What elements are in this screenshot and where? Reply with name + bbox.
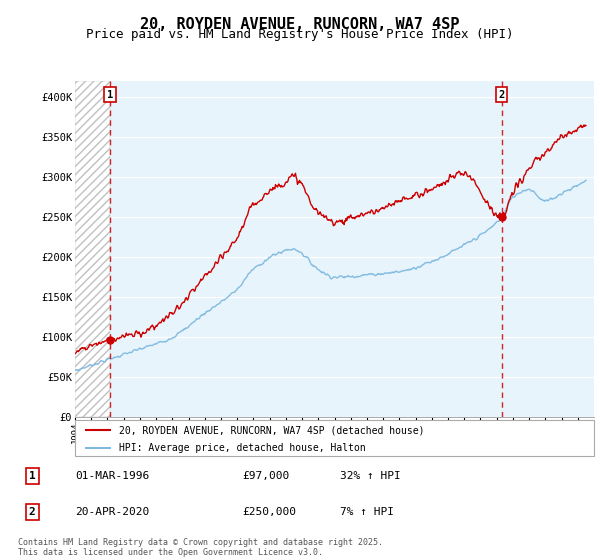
Text: 20, ROYDEN AVENUE, RUNCORN, WA7 4SP: 20, ROYDEN AVENUE, RUNCORN, WA7 4SP [140,17,460,32]
Text: 2: 2 [29,507,35,517]
Text: £250,000: £250,000 [242,507,296,517]
Text: 1: 1 [29,471,35,481]
Text: Contains HM Land Registry data © Crown copyright and database right 2025.
This d: Contains HM Land Registry data © Crown c… [18,538,383,557]
Bar [75,81,110,417]
Text: 1: 1 [107,90,113,100]
FancyBboxPatch shape [75,420,594,456]
Text: Price paid vs. HM Land Registry's House Price Index (HPI): Price paid vs. HM Land Registry's House … [86,28,514,41]
Text: 2: 2 [499,90,505,100]
Text: 20, ROYDEN AVENUE, RUNCORN, WA7 4SP (detached house): 20, ROYDEN AVENUE, RUNCORN, WA7 4SP (det… [119,425,425,435]
Text: 7% ↑ HPI: 7% ↑ HPI [340,507,394,517]
Text: 20-APR-2020: 20-APR-2020 [76,507,149,517]
Text: 32% ↑ HPI: 32% ↑ HPI [340,471,401,481]
Text: HPI: Average price, detached house, Halton: HPI: Average price, detached house, Halt… [119,444,366,454]
Text: £97,000: £97,000 [242,471,290,481]
Text: 01-MAR-1996: 01-MAR-1996 [76,471,149,481]
